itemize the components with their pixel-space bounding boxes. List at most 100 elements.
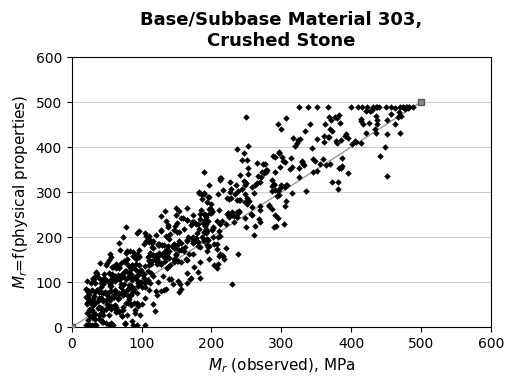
Point (129, 322, 137, 328)
Point (96, 260, 105, 266)
Point (195, 226, 203, 232)
Point (97, 280, 105, 286)
Point (229, 213, 237, 220)
Point (126, 272, 134, 278)
Point (177, 215, 185, 221)
Point (362, 108, 370, 114)
Point (203, 236, 211, 242)
Point (126, 274, 134, 280)
Point (178, 246, 186, 252)
Point (116, 247, 124, 253)
Point (112, 265, 120, 271)
Point (243, 201, 251, 207)
Point (296, 136, 304, 142)
Point (106, 281, 114, 287)
Point (235, 209, 243, 215)
Point (108, 264, 116, 270)
Point (404, 105, 413, 111)
Point (127, 266, 135, 273)
Point (99, 290, 108, 296)
Point (161, 258, 169, 264)
Point (288, 190, 296, 196)
Point (189, 238, 197, 244)
Point (373, 103, 382, 110)
Point (399, 103, 407, 110)
Point (157, 288, 165, 294)
Point (220, 256, 228, 262)
Point (89, 276, 97, 282)
Point (108, 322, 116, 328)
Point (224, 210, 232, 216)
Point (207, 201, 215, 207)
Point (100, 275, 108, 281)
Point (83, 300, 91, 306)
Point (196, 211, 204, 217)
Point (203, 199, 212, 205)
Point (190, 218, 198, 225)
Point (152, 256, 161, 262)
Point (105, 289, 113, 295)
Point (372, 113, 380, 119)
Point (188, 251, 197, 257)
Point (281, 159, 289, 165)
Point (325, 134, 333, 140)
Point (105, 270, 113, 276)
Point (322, 162, 331, 168)
Point (248, 184, 256, 190)
Point (348, 141, 356, 147)
Point (171, 251, 180, 257)
Point (89, 275, 97, 281)
Point (391, 121, 399, 127)
Point (102, 306, 111, 312)
Point (203, 242, 211, 248)
Point (128, 317, 136, 323)
Point (114, 296, 122, 302)
Point (315, 161, 323, 168)
Point (161, 255, 169, 261)
Point (97, 305, 105, 311)
Point (405, 103, 413, 110)
Point (115, 276, 124, 282)
Point (83, 317, 92, 323)
Point (94, 295, 102, 301)
Point (121, 321, 129, 327)
Point (335, 165, 344, 171)
Point (145, 287, 153, 293)
Point (141, 279, 149, 285)
Point (110, 292, 118, 298)
Point (300, 162, 308, 168)
Point (82, 286, 90, 292)
Point (213, 265, 221, 271)
Point (235, 208, 243, 214)
Point (94, 298, 102, 304)
Point (106, 278, 114, 284)
Point (111, 287, 119, 293)
Point (248, 212, 256, 218)
Point (149, 245, 157, 251)
Point (155, 241, 163, 247)
Point (298, 159, 306, 165)
Point (173, 220, 181, 226)
Point (133, 268, 141, 274)
Point (275, 192, 283, 198)
Point (183, 217, 191, 223)
Point (120, 257, 128, 264)
Point (107, 306, 115, 313)
Point (219, 187, 227, 193)
Point (94, 305, 102, 311)
Point (157, 259, 165, 266)
Point (201, 223, 210, 229)
Point (307, 144, 316, 151)
Point (340, 134, 349, 140)
Point (332, 138, 340, 144)
Point (91, 280, 99, 286)
Point (164, 242, 172, 249)
Point (132, 261, 140, 267)
Point (295, 174, 303, 180)
Point (137, 279, 145, 285)
Point (199, 229, 208, 235)
Point (92, 269, 100, 276)
Point (102, 260, 111, 266)
Point (224, 210, 232, 217)
Point (241, 191, 249, 198)
